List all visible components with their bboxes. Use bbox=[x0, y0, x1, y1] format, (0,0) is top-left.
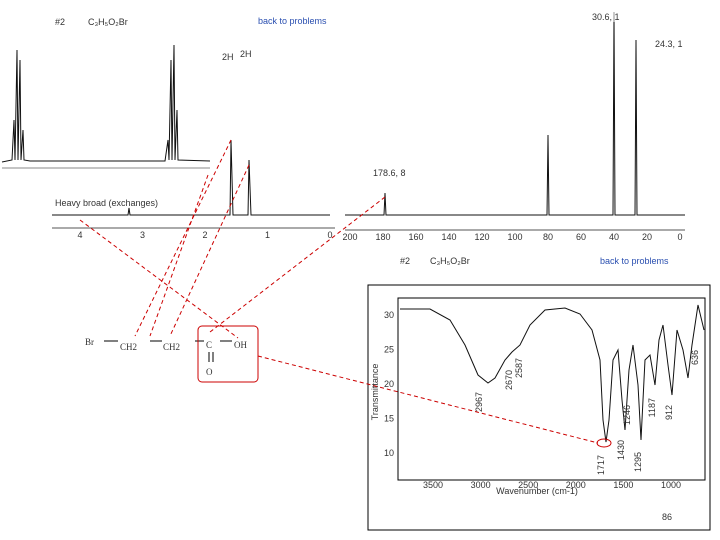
back-link[interactable]: back to problems bbox=[258, 16, 327, 26]
peak-label: 24.3, 1 bbox=[655, 39, 683, 49]
peak-label: 178.6, 8 bbox=[373, 168, 406, 178]
tick-label: 2 bbox=[202, 230, 207, 240]
peak-label: 2967 bbox=[474, 392, 484, 412]
tick-label: 25 bbox=[384, 345, 394, 355]
tick-label: 40 bbox=[609, 232, 619, 242]
formula: C₃H₅O₂Br bbox=[430, 256, 470, 266]
ir-x-label: Wavenumber (cm-1) bbox=[496, 486, 578, 496]
tick-label: 20 bbox=[384, 379, 394, 389]
peak-label: 1187 bbox=[647, 398, 657, 417]
tick-label: 0 bbox=[327, 230, 332, 240]
tick-label: 80 bbox=[543, 232, 553, 242]
problem-number: #2 bbox=[55, 17, 65, 27]
hnmr-expansion bbox=[1, 44, 211, 163]
tick-label: 3500 bbox=[423, 480, 443, 490]
correlation bbox=[169, 164, 250, 337]
integral: 2H bbox=[222, 52, 234, 62]
ir-y-label: Transmittance bbox=[370, 364, 380, 421]
tick-label: 3 bbox=[140, 230, 145, 240]
tick-label: 2000 bbox=[566, 480, 586, 490]
ir-frame bbox=[367, 284, 711, 531]
peak-label: 2670 bbox=[504, 370, 514, 390]
peak-label: 1246 bbox=[622, 405, 632, 425]
tick-label: 15 bbox=[384, 414, 394, 424]
correlation bbox=[149, 174, 209, 337]
tick-label: 3000 bbox=[471, 480, 491, 490]
correlation bbox=[79, 219, 239, 339]
tick-label: 20 bbox=[642, 232, 652, 242]
tick-label: 1 bbox=[265, 230, 270, 240]
atom: O bbox=[206, 367, 213, 377]
peak-label: 1717 bbox=[596, 455, 606, 475]
tick-label: 1000 bbox=[661, 480, 681, 490]
correlation bbox=[209, 196, 386, 333]
peak-label: 1295 bbox=[633, 452, 643, 472]
integral: 2H bbox=[240, 49, 252, 59]
correlation bbox=[257, 355, 599, 444]
tick-label: 100 bbox=[507, 232, 522, 242]
tick-label: 140 bbox=[441, 232, 456, 242]
tick-label: 30 bbox=[384, 310, 394, 320]
tick-label: 1500 bbox=[613, 480, 633, 490]
back-link[interactable]: back to problems bbox=[600, 256, 669, 266]
cnmr-spectrum bbox=[345, 11, 685, 216]
tick-label: 180 bbox=[375, 232, 390, 242]
tick-label: 200 bbox=[342, 232, 357, 242]
hnmr-note: Heavy broad (exchanges) bbox=[55, 198, 158, 208]
tick-label: 4 bbox=[77, 230, 82, 240]
atom: CH2 bbox=[163, 342, 180, 352]
tick-label: 120 bbox=[474, 232, 489, 242]
atom: CH2 bbox=[120, 342, 137, 352]
atom: Br bbox=[85, 337, 94, 347]
ir-plot bbox=[397, 297, 706, 481]
tick-label: 60 bbox=[576, 232, 586, 242]
tick-label: 0 bbox=[677, 232, 682, 242]
peak-label: 636 bbox=[690, 350, 700, 365]
peak-label: 2587 bbox=[514, 358, 524, 378]
tick-label: 160 bbox=[408, 232, 423, 242]
peak-label: 1430 bbox=[616, 440, 626, 460]
tick-label: 2500 bbox=[518, 480, 538, 490]
page-number: 86 bbox=[662, 512, 672, 522]
highlight-box bbox=[197, 325, 259, 383]
correlation bbox=[134, 139, 232, 337]
problem-number: #2 bbox=[400, 256, 410, 266]
atom: OH bbox=[234, 340, 247, 350]
tick-label: 10 bbox=[384, 448, 394, 458]
peak-label: 912 bbox=[664, 405, 674, 420]
atom: C bbox=[206, 340, 212, 350]
formula: C₃H₅O₂Br bbox=[88, 17, 128, 27]
highlight bbox=[596, 438, 612, 448]
ir-spectrum bbox=[400, 304, 705, 443]
peak-label: 30.6, 1 bbox=[592, 12, 620, 22]
